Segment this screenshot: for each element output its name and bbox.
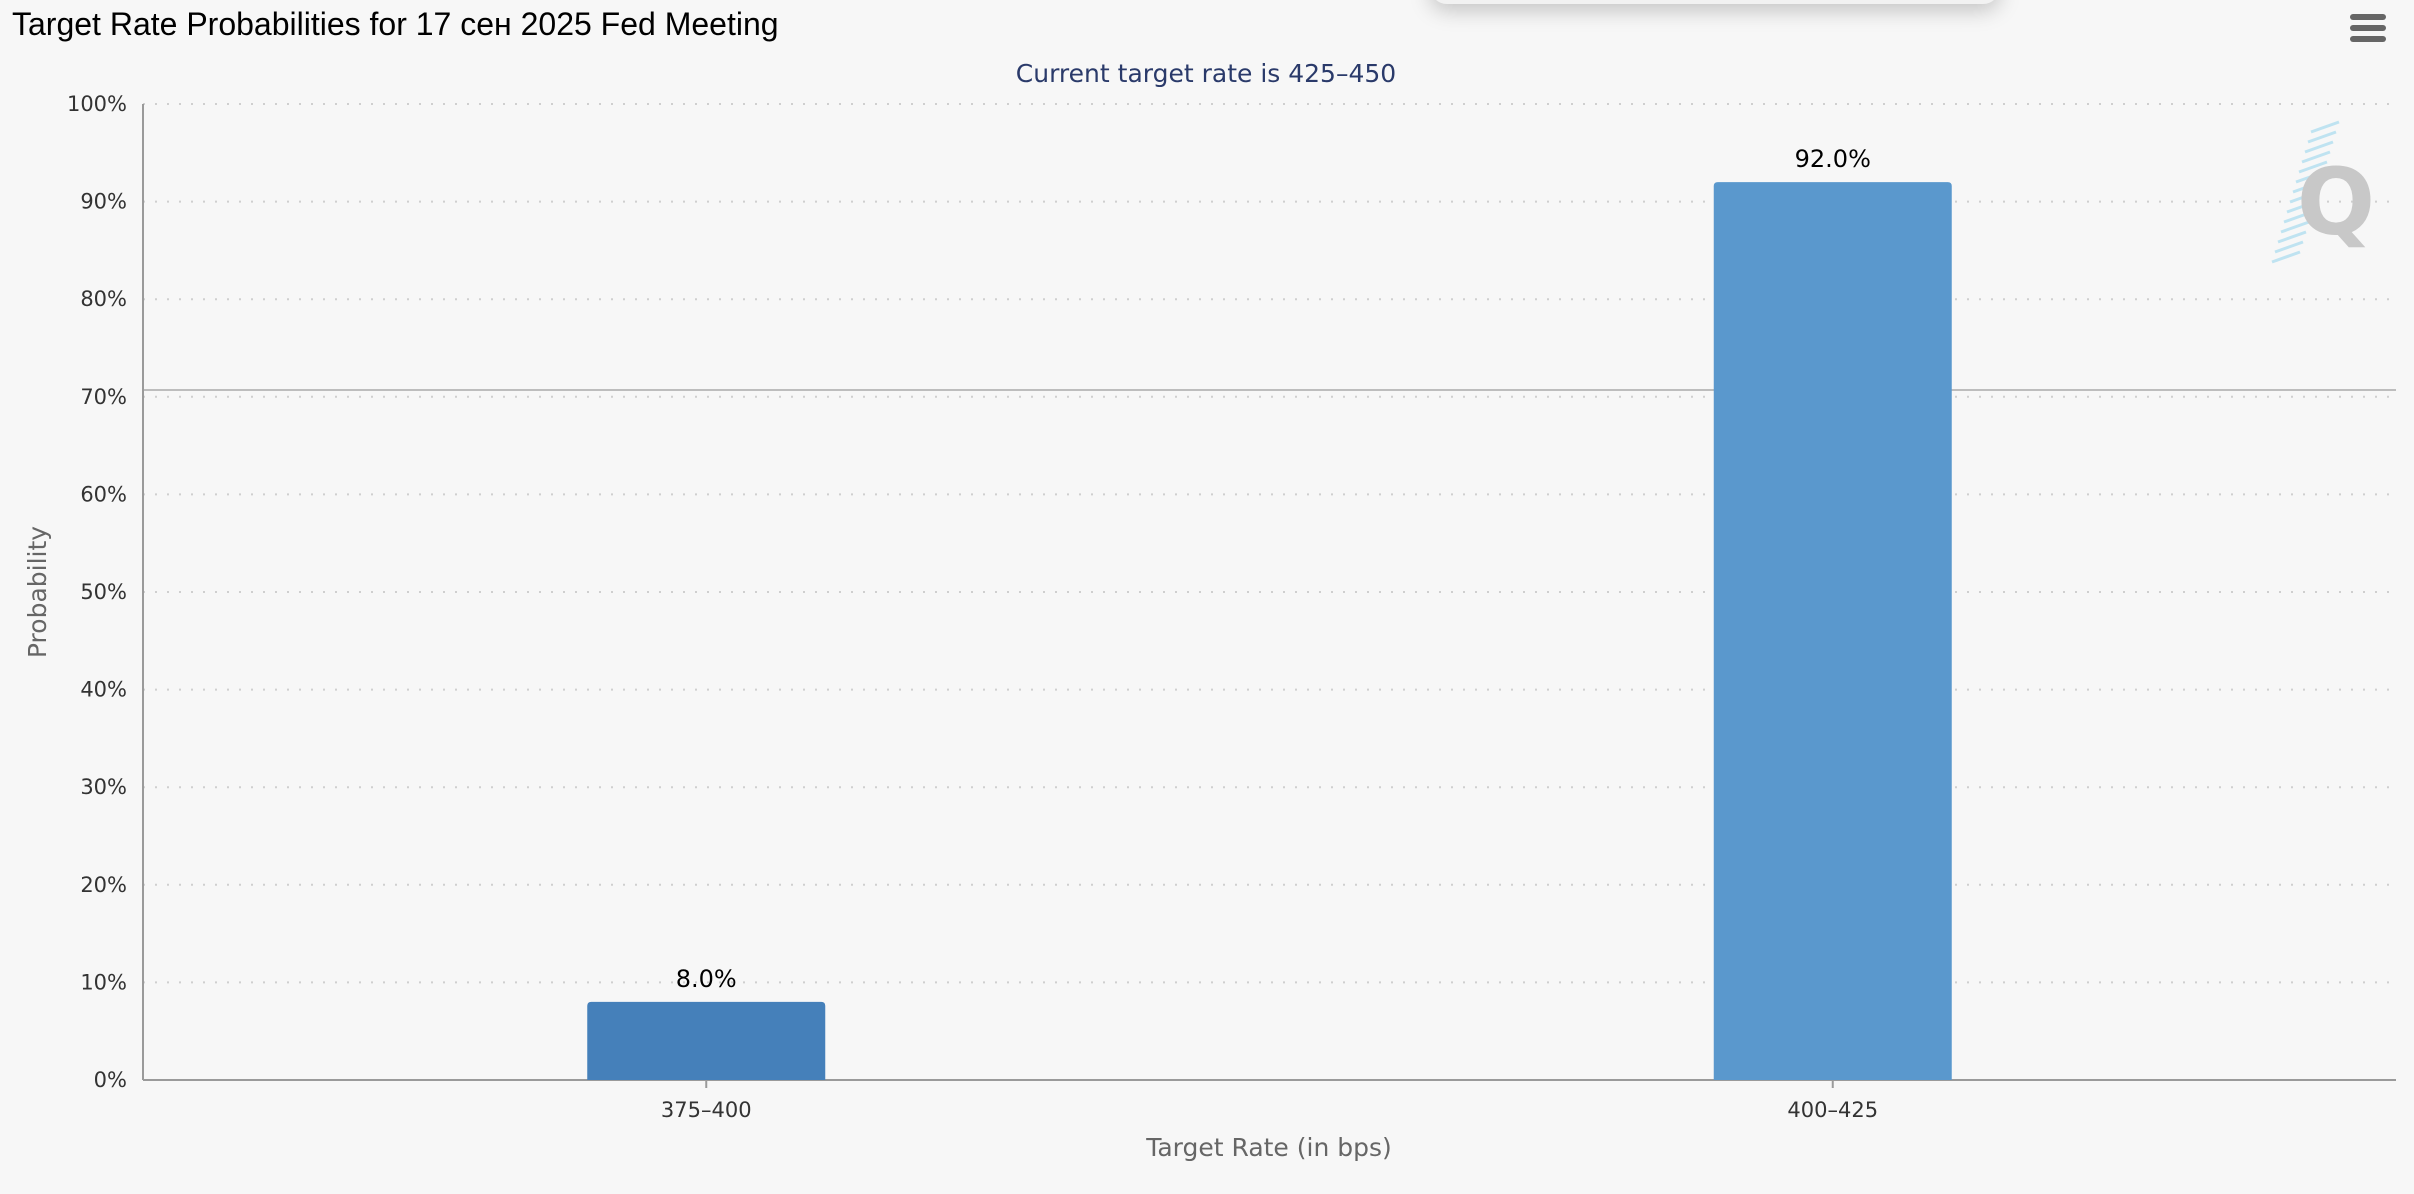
x-axis-title: Target Rate (in bps)	[1145, 1133, 1392, 1162]
logo-stripe	[2307, 130, 2337, 144]
logo-stripe	[2289, 190, 2319, 204]
y-tick-label: 40%	[80, 678, 127, 702]
y-tick-label: 10%	[80, 970, 127, 994]
logo-stripe	[2277, 230, 2307, 244]
logo-letter: Q	[2297, 149, 2375, 256]
quikstrike-logo-icon: Q	[2271, 120, 2375, 264]
data-label: 8.0%	[676, 965, 737, 993]
logo-stripe	[2304, 140, 2334, 154]
y-tick-label: 80%	[80, 287, 127, 311]
y-tick-label: 100%	[67, 92, 127, 116]
logo-stripe	[2292, 180, 2322, 194]
page-title: Target Rate Probabilities for 17 сен 202…	[12, 6, 779, 42]
hamburger-menu-icon[interactable]	[2344, 14, 2392, 54]
y-tick-label: 20%	[80, 873, 127, 897]
y-tick-label: 90%	[80, 190, 127, 214]
logo-stripe	[2310, 120, 2340, 134]
logo-stripe	[2271, 250, 2301, 264]
logo-stripe	[2283, 210, 2313, 224]
y-tick-label: 50%	[80, 580, 127, 604]
logo-stripe	[2280, 220, 2310, 234]
logo-stripe	[2274, 240, 2304, 254]
logo-stripe	[2301, 150, 2331, 164]
tooltip-shadow	[1430, 0, 2000, 4]
logo-stripe	[2295, 170, 2325, 184]
chart-subtitle: Current target rate is 425–450	[1016, 59, 1396, 88]
data-label: 92.0%	[1795, 145, 1871, 173]
y-tick-label: 0%	[94, 1068, 127, 1092]
y-tick-label: 70%	[80, 385, 127, 409]
y-tick-label: 30%	[80, 775, 127, 799]
logo-stripe	[2286, 200, 2316, 214]
x-tick-label: 375–400	[661, 1098, 752, 1122]
y-axis-title: Probability	[23, 526, 52, 658]
x-tick-label: 400–425	[1787, 1098, 1878, 1122]
logo-stripe	[2298, 160, 2328, 174]
y-tick-label: 60%	[80, 482, 127, 506]
bar-375–400	[587, 1001, 826, 1080]
bar-400–425	[1713, 182, 1952, 1080]
